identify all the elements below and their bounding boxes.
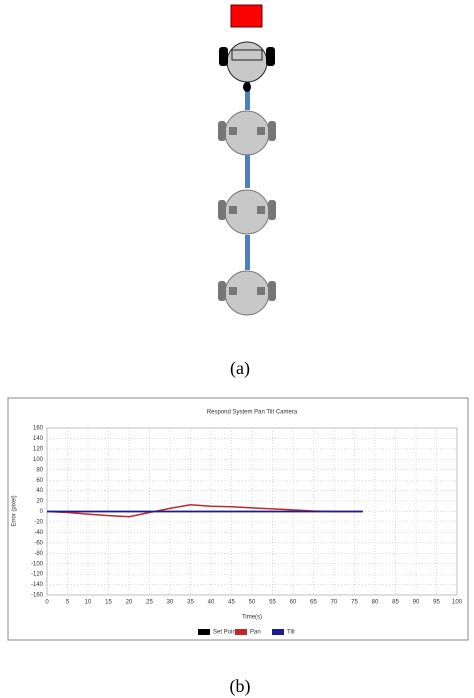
y-tick-label: -160	[31, 593, 44, 599]
x-tick-label: 75	[351, 600, 358, 606]
x-tick-label: 50	[249, 600, 256, 606]
caption: (b)	[230, 676, 251, 697]
links	[245, 82, 250, 270]
y-tick-label: 100	[33, 457, 44, 463]
legend-swatch	[198, 629, 210, 635]
x-axis-label: Time(s)	[242, 615, 262, 621]
y-axis-label: Error (pixel)	[12, 495, 18, 526]
x-tick-label: 15	[105, 600, 112, 606]
target	[230, 4, 263, 28]
robot	[218, 189, 276, 235]
robot	[218, 110, 276, 156]
x-tick-label: 20	[126, 600, 133, 606]
x-tick-label: 0	[45, 600, 49, 606]
y-tick-label: 20	[36, 499, 43, 505]
y-tick-label: 60	[36, 478, 43, 484]
legend-label: Set Point	[213, 630, 238, 636]
legend-label: Tilt	[287, 630, 295, 636]
robot	[218, 270, 276, 316]
x-tick-label: 65	[310, 600, 317, 606]
y-tick-label: 120	[33, 446, 44, 452]
y-tick-label: 0	[40, 509, 44, 515]
x-tick-label: 95	[433, 600, 440, 606]
x-tick-label: 85	[392, 600, 399, 606]
x-tick-label: 80	[372, 600, 379, 606]
x-tick-label: 90	[413, 600, 420, 606]
y-tick-label: 140	[33, 436, 44, 442]
x-tick-label: 60	[290, 600, 297, 606]
x-tick-label: 70	[331, 600, 338, 606]
x-tick-label: 30	[167, 600, 174, 606]
robot	[219, 41, 275, 92]
x-tick-label: 45	[228, 600, 235, 606]
y-tick-label: -80	[34, 551, 43, 557]
x-tick-label: 35	[187, 600, 194, 606]
x-tick-label: 40	[208, 600, 215, 606]
y-tick-label: -140	[31, 582, 44, 588]
x-tick-label: 100	[452, 600, 463, 606]
y-tick-label: 40	[36, 488, 43, 494]
y-tick-label: -20	[34, 520, 43, 526]
legend-swatch	[272, 629, 284, 635]
y-tick-label: -120	[31, 572, 44, 578]
legend: Set Point Pan Tilt	[198, 629, 295, 636]
y-tick-label: 80	[36, 467, 43, 473]
chart-title: Respond System Pan Tilt Camera	[207, 410, 298, 416]
caption: (a)	[230, 358, 250, 379]
x-tick-label: 5	[66, 600, 70, 606]
plot: -160-140-120-100-80-60-40-20020406080100…	[31, 426, 463, 606]
x-tick-label: 10	[85, 600, 92, 606]
legend-swatch	[235, 629, 247, 635]
legend-label: Pan	[250, 630, 261, 636]
y-tick-label: -60	[34, 540, 43, 546]
x-tick-label: 25	[146, 600, 153, 606]
x-tick-label: 55	[269, 600, 276, 606]
y-tick-label: 160	[33, 426, 44, 432]
robot-diagram	[218, 4, 276, 316]
y-tick-label: -100	[31, 561, 44, 567]
y-tick-label: -40	[34, 530, 43, 536]
